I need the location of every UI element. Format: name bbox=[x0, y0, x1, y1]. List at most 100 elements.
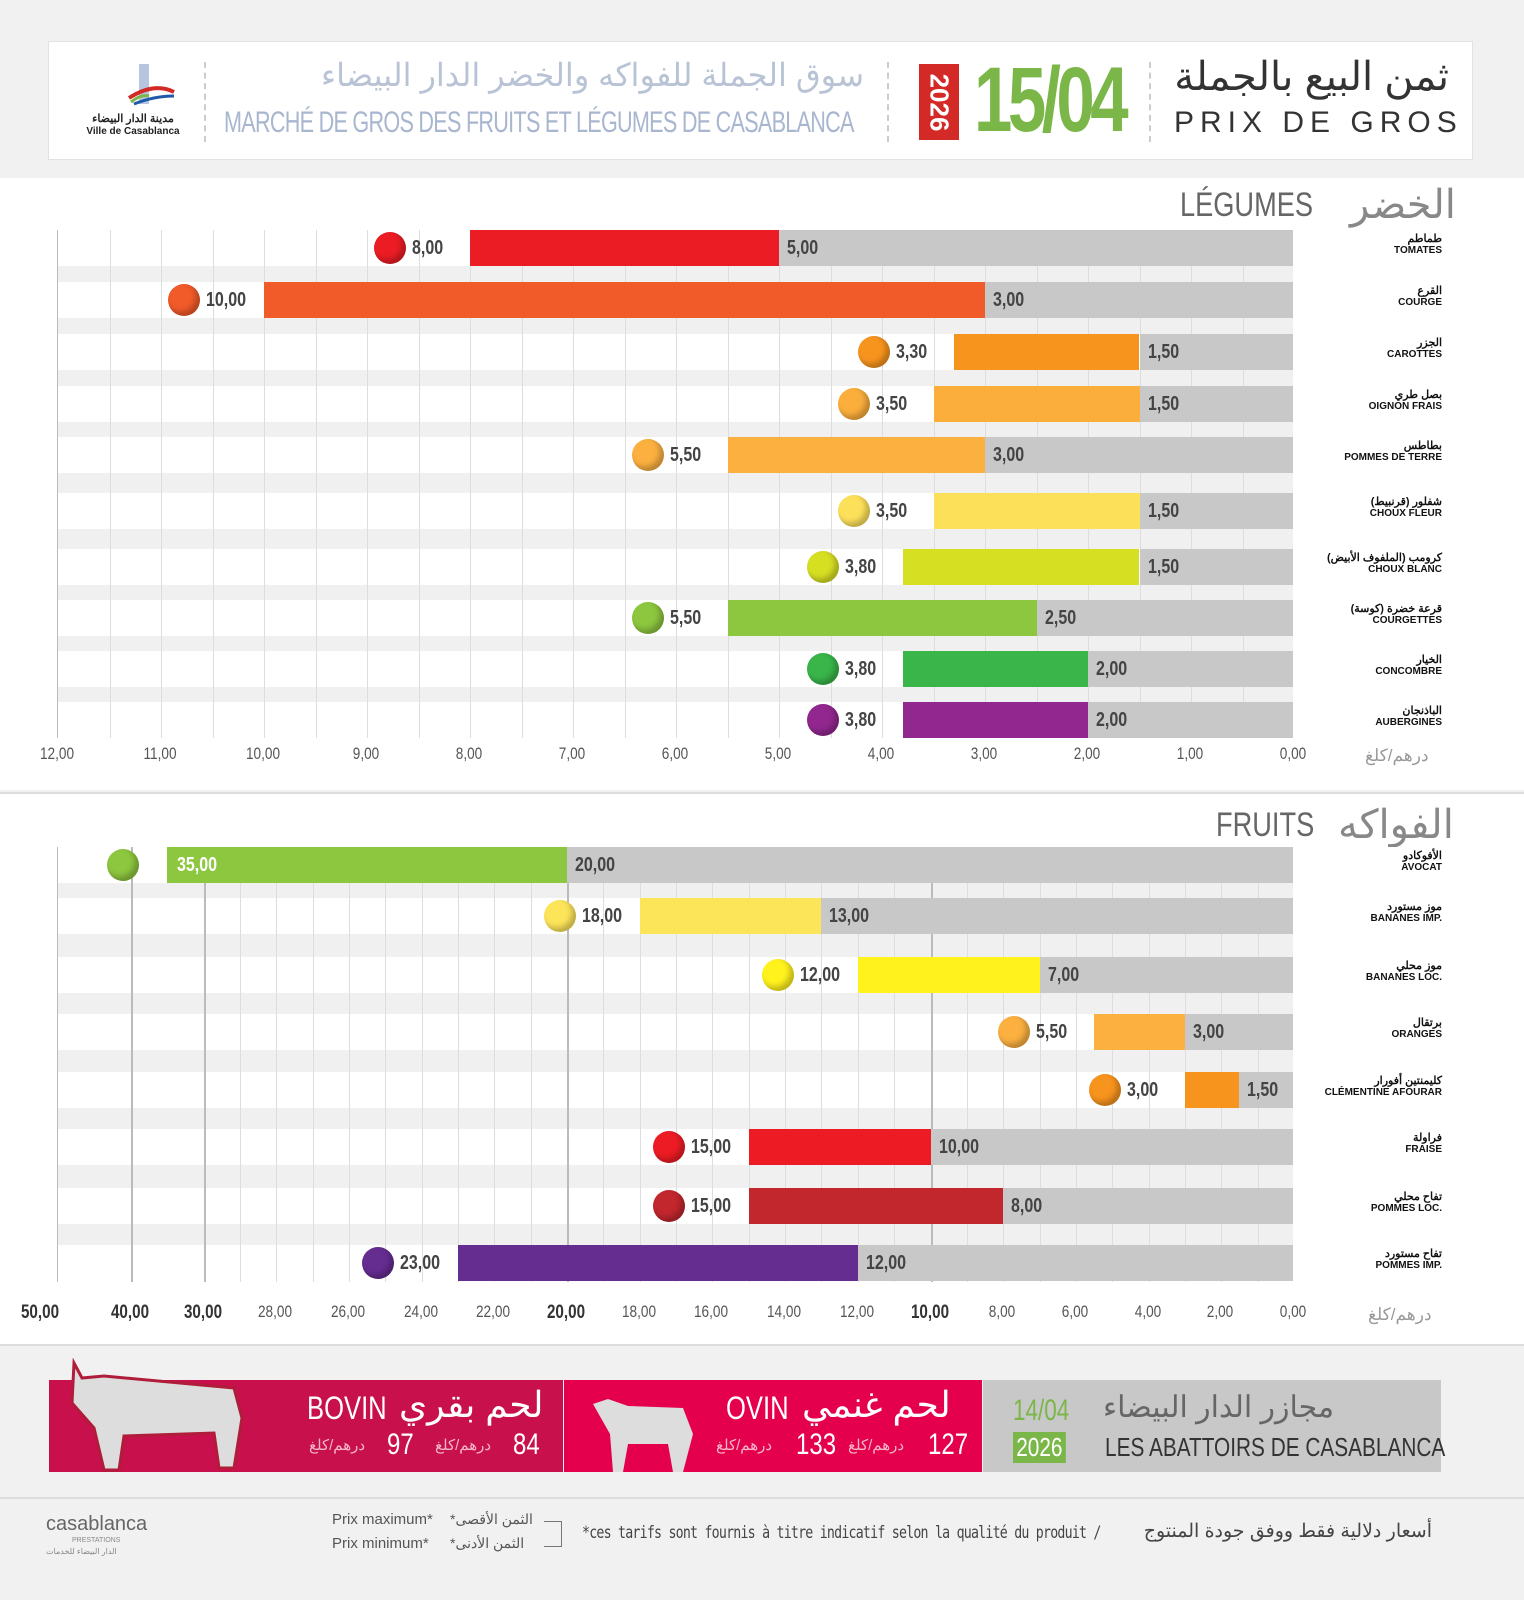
gridline bbox=[494, 847, 496, 1282]
max-price-label: 3,80 bbox=[844, 658, 876, 680]
produce-icon bbox=[761, 959, 794, 991]
product-label: طماطم TOMATES bbox=[1293, 230, 1448, 266]
product-name-ar: الباذنجان bbox=[1402, 705, 1442, 717]
gridline bbox=[1257, 847, 1259, 1282]
gridline bbox=[676, 847, 678, 1282]
gridline bbox=[603, 847, 605, 1282]
max-bar bbox=[639, 898, 822, 934]
vegetables-plot: 5,00 8,00 3,00 10,00 1,50 3,30 1,50 3,50 3,00 5,5… bbox=[57, 230, 1294, 738]
min-price-label: 5,00 bbox=[787, 237, 819, 259]
min-bar bbox=[1139, 549, 1294, 585]
min-price-label: 3,00 bbox=[993, 289, 1025, 311]
vegetables-title: LÉGUMES bbox=[1180, 186, 1314, 224]
product-label: برتقال ORANGES bbox=[1293, 1014, 1448, 1050]
row-band bbox=[58, 934, 1293, 957]
min-price-label: 7,00 bbox=[1047, 964, 1079, 986]
bovin-unit: درهم/كلغ bbox=[309, 1437, 366, 1454]
min-bar bbox=[985, 437, 1294, 473]
gridline bbox=[367, 230, 368, 738]
gridline bbox=[203, 847, 206, 1282]
gridline bbox=[857, 847, 859, 1282]
min-price-label: 3,00 bbox=[1192, 1021, 1225, 1043]
product-name-ar: موز محلي bbox=[1396, 960, 1442, 972]
market-title-ar: سوق الجملة للفواكه والخضر الدار البيضاء bbox=[321, 57, 864, 93]
min-bar bbox=[1139, 386, 1294, 422]
gridline bbox=[457, 847, 459, 1282]
max-bar bbox=[264, 282, 985, 318]
axis-tick-label: 1,00 bbox=[1176, 744, 1204, 763]
product-name-fr: AVOCAT bbox=[1401, 862, 1442, 873]
produce-icon bbox=[374, 232, 406, 264]
product-name-ar: قرعة خضرة (كوسة) bbox=[1350, 603, 1442, 615]
gridline bbox=[161, 230, 162, 738]
gridline bbox=[676, 230, 677, 738]
max-price-label: 18,00 bbox=[581, 905, 622, 927]
product-name-fr: CHOUX FLEUR bbox=[1369, 508, 1442, 519]
product-label: الأفوكادو AVOCAT bbox=[1293, 847, 1448, 883]
min-bar bbox=[1184, 1014, 1294, 1050]
wholesale-price-title-ar: ثمن البيع بالجملة bbox=[1174, 55, 1449, 99]
row-band bbox=[58, 1108, 1293, 1129]
product-name-ar: كرومب (الملفوف الأبيض) bbox=[1327, 552, 1442, 564]
produce-icon bbox=[806, 551, 839, 583]
max-price-label: 35,00 bbox=[177, 854, 218, 876]
legend-bracket bbox=[544, 1521, 562, 1547]
axis-tick-label: 0,00 bbox=[1279, 744, 1307, 763]
min-price-label: 20,00 bbox=[575, 854, 616, 876]
axis-tick-label: 10,00 bbox=[910, 1302, 949, 1323]
min-bar bbox=[1139, 334, 1294, 370]
max-bar bbox=[902, 651, 1088, 687]
axis-tick-label: 2,00 bbox=[1207, 1302, 1234, 1321]
axis-tick-label: 6,00 bbox=[661, 744, 689, 763]
product-name-fr: BANANES IMP. bbox=[1370, 913, 1443, 924]
axis-tick-label: 8,00 bbox=[455, 744, 483, 763]
gridline bbox=[966, 847, 968, 1282]
vegetables-unit: درهم/كلغ bbox=[1365, 746, 1429, 765]
legend-min-ar: *الثمن الأدنى bbox=[450, 1535, 525, 1551]
min-bar bbox=[567, 847, 1294, 883]
min-price-label: 8,00 bbox=[1011, 1195, 1043, 1217]
max-price-label: 15,00 bbox=[690, 1195, 731, 1217]
gridline bbox=[639, 847, 641, 1282]
cow-icon bbox=[70, 1358, 244, 1472]
gridline bbox=[530, 847, 532, 1282]
gridline bbox=[1191, 230, 1192, 738]
axis-tick-label: 16,00 bbox=[694, 1302, 729, 1321]
axis-tick-label: 3,00 bbox=[970, 744, 998, 763]
max-bar bbox=[727, 437, 985, 473]
footer-logo-ar: الدار البيضاء للخدمات bbox=[46, 1547, 117, 1556]
gridline bbox=[315, 230, 317, 738]
product-name-ar: الأفوكادو bbox=[1402, 850, 1442, 862]
gridline bbox=[882, 230, 883, 738]
product-label: فراولة FRAISE bbox=[1293, 1129, 1448, 1165]
gridline bbox=[933, 230, 935, 738]
row-band bbox=[58, 370, 1293, 386]
gridline bbox=[1242, 230, 1244, 738]
axis-tick-label: 8,00 bbox=[988, 1302, 1016, 1321]
axis-tick-label: 11,00 bbox=[143, 744, 177, 763]
axis-tick-label: 9,00 bbox=[352, 744, 380, 763]
ovin-panel: OVIN لحم غنمي درهم/كلغ 133 درهم/كلغ 127 bbox=[564, 1380, 982, 1472]
product-label: الباذنجان AUBERGINES bbox=[1293, 702, 1448, 738]
product-label: شفلور (قرنبيط) CHOUX FLEUR bbox=[1293, 493, 1448, 529]
logo-text-fr: Ville de Casablanca bbox=[86, 126, 180, 137]
gridline bbox=[830, 230, 832, 738]
max-price-label: 3,80 bbox=[844, 556, 876, 578]
min-bar bbox=[1003, 1188, 1294, 1224]
gridline bbox=[779, 230, 780, 738]
divider bbox=[887, 62, 889, 142]
gridline bbox=[1139, 230, 1141, 738]
max-bar bbox=[954, 334, 1140, 370]
produce-icon bbox=[652, 1190, 685, 1222]
min-bar bbox=[1036, 600, 1294, 636]
product-name-fr: ORANGES bbox=[1391, 1029, 1442, 1040]
legend-min: Prix minimum* bbox=[332, 1535, 429, 1552]
max-price-label: 23,00 bbox=[399, 1252, 440, 1274]
abattoirs-panel: 14/04 2026 مجازر الدار البيضاء LES ABATT… bbox=[983, 1380, 1445, 1472]
min-price-label: 10,00 bbox=[938, 1136, 979, 1158]
row-band bbox=[58, 883, 1293, 898]
produce-icon bbox=[168, 284, 200, 316]
row-band bbox=[58, 993, 1293, 1014]
axis-tick-label: 50,00 bbox=[20, 1302, 60, 1323]
logo-text-ar: مدينة الدار البيضاء bbox=[92, 113, 174, 125]
